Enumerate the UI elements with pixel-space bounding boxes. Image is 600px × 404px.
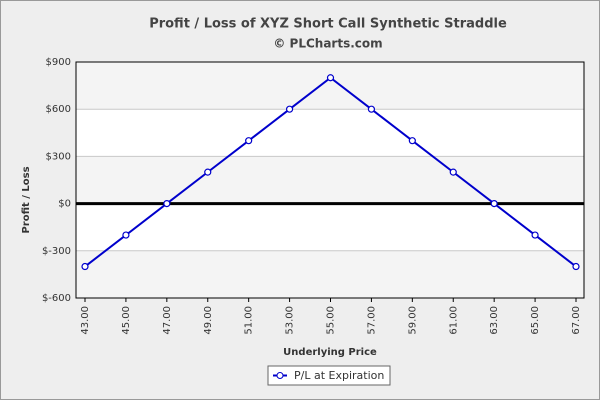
data-point <box>204 168 212 176</box>
x-tick-label: 43.00 <box>80 306 91 335</box>
y-tick-label: $-300 <box>42 246 71 257</box>
y-tick-label: $-600 <box>42 293 71 304</box>
data-point <box>572 262 580 271</box>
grid-band <box>76 156 584 204</box>
data-point <box>490 200 498 208</box>
x-tick-label: 67.00 <box>571 306 582 335</box>
data-point <box>163 200 171 208</box>
x-tick-label: 63.00 <box>489 306 500 335</box>
x-tick-label: 49.00 <box>203 306 214 335</box>
data-point <box>285 105 294 113</box>
data-point <box>245 137 253 145</box>
legend-label: P/L at Expiration <box>294 369 384 382</box>
x-tick-label: 65.00 <box>530 306 541 335</box>
x-tick-label: 51.00 <box>244 306 255 335</box>
x-tick-label: 57.00 <box>366 306 377 335</box>
y-tick-label: $300 <box>46 151 71 162</box>
x-tick-label: 61.00 <box>448 306 459 335</box>
chart-title: Profit / Loss of XYZ Short Call Syntheti… <box>149 17 507 32</box>
data-point <box>408 137 416 145</box>
data-point <box>449 168 457 176</box>
x-tick-label: 59.00 <box>407 306 418 335</box>
y-tick-label: $600 <box>46 104 71 115</box>
y-tick-label: $0 <box>58 199 71 210</box>
x-tick-label: 45.00 <box>121 306 132 335</box>
x-axis-label: Underlying Price <box>283 347 377 358</box>
data-point <box>122 231 130 239</box>
x-tick-label: 55.00 <box>326 306 337 335</box>
legend-marker <box>276 372 284 379</box>
grid-band <box>76 62 584 110</box>
y-tick-label: $900 <box>46 57 71 68</box>
data-point <box>531 231 539 239</box>
grid-band <box>76 250 584 298</box>
data-point <box>81 262 89 271</box>
data-point <box>326 74 335 82</box>
legend-box <box>267 365 391 386</box>
chart-subtitle: © PLCharts.com <box>273 37 382 51</box>
y-axis-label: Profit / Loss <box>21 166 32 233</box>
x-tick-label: 47.00 <box>162 306 173 335</box>
data-point <box>367 105 376 113</box>
x-tick-label: 53.00 <box>285 306 296 335</box>
